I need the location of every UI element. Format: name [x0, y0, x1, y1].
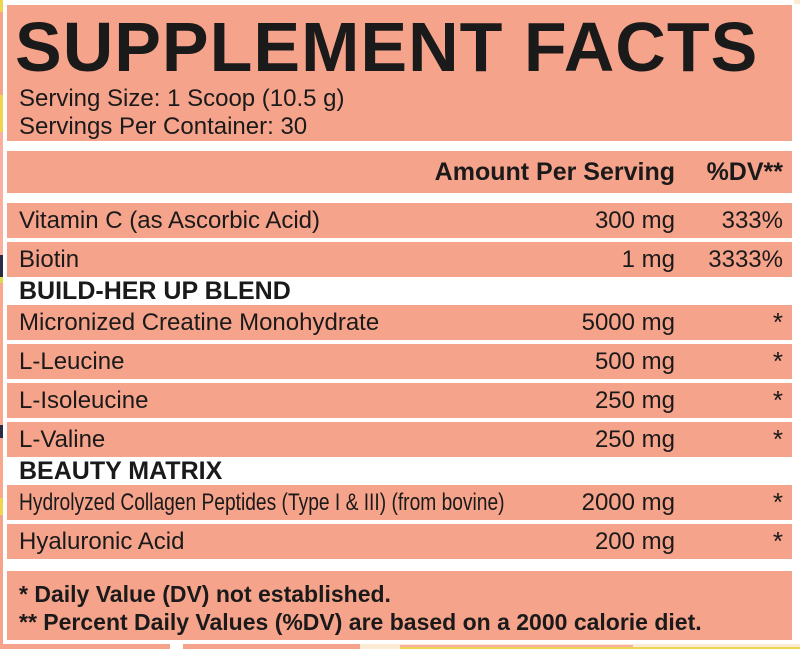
edge-segment [0, 438, 3, 498]
ingredient-name: L-Isoleucine [19, 386, 149, 414]
section-title: BEAUTY MATRIX [19, 456, 223, 485]
ingredient-name: Hyaluronic Acid [19, 527, 185, 555]
ingredient-dv-asterisk: * [772, 526, 783, 556]
ingredient-amount: 250 mg [594, 425, 675, 453]
ingredient-dv: 333% [721, 206, 783, 234]
ingredient-row-biotin: Biotin 1 mg 3333% [7, 242, 792, 277]
panel-title: SUPPLEMENT FACTS [15, 8, 759, 86]
edge-segment [0, 255, 3, 277]
ingredient-amount: 2000 mg [581, 488, 675, 516]
ingredient-row-hyaluronic-acid: Hyaluronic Acid 200 mg * [7, 524, 792, 559]
edge-segment [0, 515, 3, 649]
section-header-build-her-up-blend: BUILD-HER UP BLEND [7, 277, 792, 305]
ingredient-name: Micronized Creatine Monohydrate [19, 308, 380, 336]
ingredient-dv-asterisk: * [772, 487, 783, 517]
bottom-edge-artifact [400, 645, 633, 647]
ingredient-dv-asterisk: * [772, 385, 783, 415]
serving-size: Serving Size: 1 Scoop (10.5 g) [19, 85, 345, 112]
ingredient-dv-asterisk: * [772, 346, 783, 376]
ingredient-amount: 1 mg [621, 245, 675, 273]
edge-segment [0, 498, 3, 515]
footnotes-block: * Daily Value (DV) not established. ** P… [7, 571, 792, 640]
ingredient-name: Vitamin C (as Ascorbic Acid) [19, 206, 320, 234]
ingredient-name: L-Valine [19, 425, 106, 453]
ingredient-amount: 300 mg [594, 206, 675, 234]
ingredient-dv: 3333% [708, 245, 783, 273]
edge-segment [0, 277, 3, 283]
section-header-beauty-matrix: BEAUTY MATRIX [7, 457, 792, 485]
bottom-edge-artifact [0, 644, 170, 649]
ingredient-row-l-leucine: L-Leucine 500 mg * [7, 344, 792, 379]
column-percent-dv: %DV** [706, 157, 783, 186]
ingredient-name: Biotin [19, 245, 80, 273]
column-header-row: Amount Per Serving %DV** [7, 151, 792, 193]
ingredient-amount: 250 mg [594, 386, 675, 414]
ingredient-row-vitamin-c: Vitamin C (as Ascorbic Acid) 300 mg 333% [7, 203, 792, 238]
ingredient-row-l-isoleucine: L-Isoleucine 250 mg * [7, 383, 792, 418]
bottom-edge-artifact [183, 644, 360, 649]
ingredient-row-creatine: Micronized Creatine Monohydrate 5000 mg … [7, 305, 792, 340]
ingredient-amount: 500 mg [594, 347, 675, 375]
ingredient-dv-asterisk: * [772, 307, 783, 337]
edge-segment [0, 283, 3, 425]
label-content: SUPPLEMENT FACTS Serving Size: 1 Scoop (… [7, 0, 792, 640]
column-amount-per-serving: Amount Per Serving [434, 157, 675, 186]
edge-segment [0, 132, 3, 255]
bottom-edge-artifact [400, 647, 800, 649]
ingredient-dv-asterisk: * [772, 424, 783, 454]
edge-segment [0, 0, 3, 12]
ingredient-amount: 200 mg [594, 527, 675, 555]
edge-segment [0, 12, 3, 95]
left-edge-artifact [0, 0, 3, 649]
ingredient-row-collagen: Hydrolyzed Collagen Peptides (Type I & I… [7, 485, 792, 520]
ingredient-row-l-valine: L-Valine 250 mg * [7, 422, 792, 457]
top-right-edge-artifact [794, 0, 800, 4]
ingredient-name: L-Leucine [19, 347, 125, 375]
ingredient-amount: 5000 mg [581, 308, 675, 336]
edge-segment [0, 95, 3, 132]
footnote-dv-not-established: * Daily Value (DV) not established. [19, 581, 391, 607]
servings-per-container: Servings Per Container: 30 [19, 113, 308, 140]
header-block: SUPPLEMENT FACTS Serving Size: 1 Scoop (… [7, 5, 792, 141]
section-title: BUILD-HER UP BLEND [19, 276, 291, 305]
ingredient-name: Hydrolyzed Collagen Peptides (Type I & I… [19, 488, 505, 516]
edge-segment [0, 425, 3, 438]
footnote-percent-dv: ** Percent Daily Values (%DV) are based … [19, 609, 702, 635]
